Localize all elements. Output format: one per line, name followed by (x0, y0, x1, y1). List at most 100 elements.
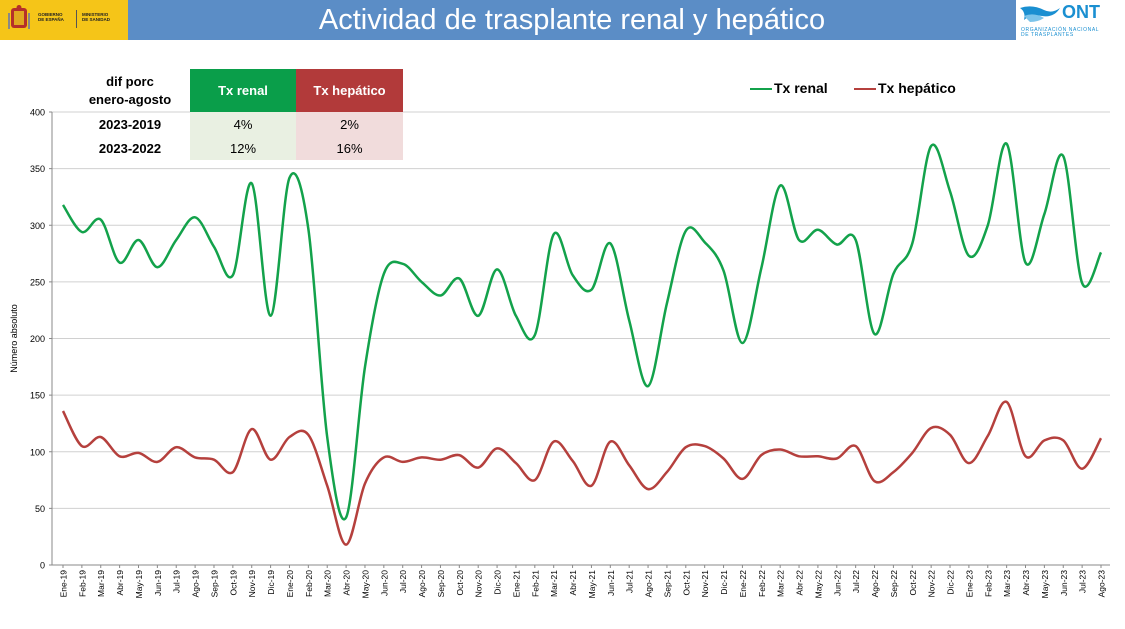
data-point (854, 239, 856, 241)
transplant-line-chart: 0 50 100 150 200 250 300 350 400 Número absoluto E… (9, 108, 1110, 599)
data-point (911, 242, 913, 244)
data-point (326, 436, 328, 438)
data-point (685, 446, 687, 448)
data-point (477, 315, 479, 317)
data-point (760, 267, 762, 269)
x-tick-label: Nov-21 (700, 570, 710, 598)
data-point (779, 448, 781, 450)
x-tick-label: Ene-21 (511, 570, 521, 598)
data-point (590, 289, 592, 291)
table-row: 2023-2022 12% 16% (70, 136, 403, 160)
x-tick-label: Jun-23 (1059, 570, 1069, 596)
data-point (798, 455, 800, 457)
data-point (364, 482, 366, 484)
x-tick-label: Ago-19 (191, 570, 201, 598)
x-tick-label: Dic-22 (946, 570, 956, 595)
data-point (779, 184, 781, 186)
x-tick-label: Jun-20 (379, 570, 389, 596)
table-header-label: dif porc enero-agosto (70, 69, 190, 112)
data-point (798, 239, 800, 241)
data-point (609, 242, 611, 244)
x-tick-label: Sep-21 (662, 570, 672, 598)
x-tick-label: May-19 (134, 570, 144, 599)
table-header-label-1: dif porc (106, 73, 154, 89)
legend-swatch-renal (750, 88, 772, 91)
data-point (383, 456, 385, 458)
data-point (81, 231, 83, 233)
data-point (402, 263, 404, 265)
data-point (628, 319, 630, 321)
y-tick-label: 0 (40, 561, 45, 571)
ont-subtitle-1: ORGANIZACIÓN NACIONAL (1021, 27, 1100, 33)
x-tick-label: Dic-21 (719, 570, 729, 595)
data-point (439, 458, 441, 460)
data-point (666, 471, 668, 473)
data-point (930, 145, 932, 147)
x-tick-label: Mar-20 (323, 570, 333, 597)
x-tick-label: Jul-23 (1078, 570, 1088, 593)
data-point (1100, 437, 1102, 439)
x-tick-label: Jun-21 (606, 570, 616, 596)
data-point (741, 342, 743, 344)
data-point (722, 269, 724, 271)
data-point (194, 456, 196, 458)
x-tick-label: Oct-21 (681, 570, 691, 596)
data-point (987, 224, 989, 226)
table-header-renal: Tx renal (190, 69, 296, 112)
data-point (949, 190, 951, 192)
data-point (420, 456, 422, 458)
data-point (949, 434, 951, 436)
data-point (402, 461, 404, 463)
x-tick-label: Abr-23 (1021, 570, 1031, 596)
data-point (1081, 468, 1083, 470)
table-row-label: 2023-2022 (98, 140, 162, 156)
data-point (251, 428, 253, 430)
data-point (836, 243, 838, 245)
table-cell-renal: 12% (190, 136, 296, 160)
data-point (251, 182, 253, 184)
x-tick-label: Feb-19 (77, 570, 87, 597)
y-tick-label: 300 (30, 221, 45, 231)
data-point (175, 446, 177, 448)
data-point (420, 281, 422, 283)
data-point (722, 457, 724, 459)
data-point (836, 457, 838, 459)
table-cell-hepatico: 2% (296, 112, 403, 136)
x-tick-label: May-22 (813, 570, 823, 599)
legend-item-renal: Tx renal (750, 80, 828, 96)
x-tick-label: Feb-21 (530, 570, 540, 597)
data-point (873, 333, 875, 335)
data-point (1062, 439, 1064, 441)
data-point (817, 229, 819, 231)
gov-text-1a: GOBIERNO (38, 12, 63, 17)
x-tick-label: Sep-19 (209, 570, 219, 598)
y-tick-label: 150 (30, 391, 45, 401)
x-tick-label: Ene-23 (964, 570, 974, 598)
x-tick-label: Jul-20 (398, 570, 408, 593)
data-point (873, 480, 875, 482)
y-tick-label: 350 (30, 164, 45, 174)
data-point (987, 435, 989, 437)
data-point (100, 436, 102, 438)
x-tick-label: Ago-21 (644, 570, 654, 598)
y-tick-label: 250 (30, 277, 45, 287)
data-point (458, 277, 460, 279)
gov-text-2b: DE SANIDAD (82, 17, 111, 22)
data-point (62, 204, 64, 206)
x-tick-label: Jun-19 (153, 570, 163, 596)
data-point (496, 447, 498, 449)
gov-text-2: MINISTERIO DE SANIDAD (82, 12, 110, 22)
data-point (515, 462, 517, 464)
y-tick-label: 200 (30, 334, 45, 344)
data-point (288, 176, 290, 178)
data-point (307, 434, 309, 436)
data-point (552, 440, 554, 442)
data-point (326, 485, 328, 487)
y-tick-label: 50 (35, 504, 45, 514)
data-point (647, 385, 649, 387)
gov-text-2a: MINISTERIO (82, 12, 109, 17)
data-point (685, 230, 687, 232)
x-tick-label: Ene-20 (285, 570, 295, 598)
x-tick-label: May-23 (1040, 570, 1050, 599)
x-tick-label: Mar-19 (96, 570, 106, 597)
